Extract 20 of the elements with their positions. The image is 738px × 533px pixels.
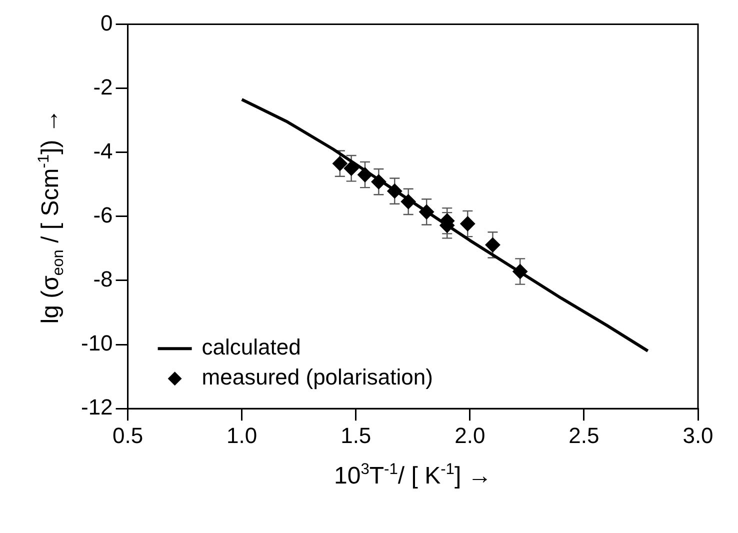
x-tick-label: 0.5 [112,422,144,448]
legend-label: measured (polarisation) [202,364,433,390]
y-axis-title: lg (σeon / [ Scm-1]) → [35,109,67,324]
y-tick-label: -12 [81,394,113,420]
legend-label: calculated [202,334,301,360]
y-tick-label: -6 [93,202,113,228]
y-tick-label: 0 [100,10,113,36]
point [344,160,359,176]
x-tick-label: 3.0 [682,422,714,448]
y-tick-label: -4 [93,138,113,164]
y-tick-label: -2 [93,74,113,100]
point [485,237,500,252]
y-tick-label: -10 [81,330,113,356]
x-tick-label: 2.0 [454,422,486,448]
x-tick-label: 1.5 [340,422,372,448]
point [332,156,348,172]
x-tick-label: 1.0 [226,422,258,448]
x-tick-label: 2.5 [568,422,600,448]
point [460,216,476,232]
y-tick-label: -8 [93,266,113,292]
